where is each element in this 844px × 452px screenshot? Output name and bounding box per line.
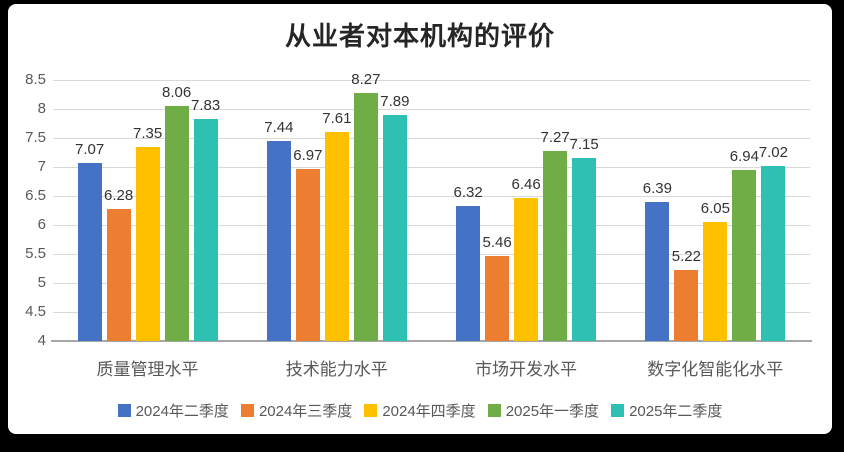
bar-value-label: 5.22 [671,248,701,266]
legend-swatch-icon [364,404,378,417]
y-tick-label: 5 [37,274,46,291]
bar [703,222,728,341]
plot-area: 8.5 8 7.5 7 6.5 6 5.5 5 4.5 4 7.07 6.28 7.35 8.06 7.83… [8,4,832,434]
y-tick-label: 6 [37,216,46,233]
bar [732,170,757,341]
legend-label: 2024年二季度 [135,403,229,420]
legend-label: 2024年三季度 [258,403,353,420]
bar [135,146,160,341]
bar-value-label: 6.28 [104,186,134,204]
gridline [53,312,810,313]
bar-value-label: 7.15 [569,136,599,154]
bar-value-label: 7.07 [75,140,105,158]
legend-item: 2024年二季度 [117,400,229,421]
bar [295,168,320,341]
bar-value-label: 5.46 [482,234,512,252]
gridline [53,167,810,168]
bar-value-label: 7.61 [322,109,352,127]
y-tick-label: 4.5 [25,303,46,320]
bar [353,93,378,341]
bar-value-label: 6.32 [453,184,483,202]
bar-value-label: 7.83 [191,96,221,114]
y-tick-label: 8.5 [25,71,46,88]
gridline [53,109,810,110]
bar [106,208,131,341]
bar-value-label: 7.44 [264,119,294,137]
legend-item: 2024年四季度 [364,400,476,421]
bar [514,198,539,341]
chart-title: 从业者对本机构的评价 [284,22,555,51]
x-axis-line [51,340,812,342]
bar-value-label: 7.02 [758,143,788,161]
category-label: 数字化智能化水平 [647,360,784,379]
bar-value-label: 8.06 [162,83,192,101]
y-tick-label: 6.5 [25,187,46,204]
bar-value-label: 7.27 [540,129,570,147]
gridline [53,138,810,139]
legend-swatch-icon [487,404,501,417]
bar [645,202,670,341]
y-tick-label: 5.5 [25,245,46,262]
y-tick-label: 7.5 [25,129,46,146]
bar-value-label: 6.97 [293,146,323,164]
bar [456,206,481,341]
gridline [53,225,810,226]
bar [543,151,568,341]
bar-value-label: 6.05 [700,200,730,218]
bar [382,115,407,341]
y-tick-label: 7 [37,158,46,175]
legend-item: 2025年二季度 [611,400,722,421]
category-label: 质量管理水平 [96,360,199,379]
bar [761,165,786,341]
bar [266,141,291,341]
bar [485,256,510,341]
legend-label: 2025年一季度 [505,403,600,420]
bar-value-label: 7.35 [133,124,163,142]
legend-item: 2024年三季度 [240,400,353,421]
bar [193,118,218,341]
legend: 2024年二季度 2024年三季度 2024年四季度 2025年一季度 2025年二季度 [8,400,832,421]
bar-value-label: 8.27 [351,71,381,89]
legend-item: 2025年一季度 [487,400,600,421]
bar-value-label: 7.89 [380,93,410,111]
legend-swatch-icon [240,404,254,417]
bar [77,162,102,341]
category-label: 技术能力水平 [285,360,388,379]
bar [572,158,597,341]
bar [164,105,189,341]
gridline [53,80,810,81]
y-tick-label: 8 [37,100,46,117]
legend-swatch-icon [611,404,625,417]
legend-label: 2025年二季度 [629,403,723,420]
bar-value-label: 6.39 [642,180,672,198]
y-tick-label: 4 [37,332,46,349]
gridline [53,283,810,284]
legend-swatch-icon [117,404,131,417]
gridline [53,254,810,255]
category-label: 市场开发水平 [475,360,577,379]
bar [674,270,699,341]
bar [324,131,349,341]
bar-value-label: 6.46 [511,176,541,194]
bar-value-label: 6.94 [729,148,759,166]
legend-label: 2024年四季度 [382,403,476,420]
chart-card: 从业者对本机构的评价 8.5 8 7.5 7 6.5 6 5.5 5 4.5 4 7.07 6.28 7… [8,4,832,434]
gridline [53,196,810,197]
